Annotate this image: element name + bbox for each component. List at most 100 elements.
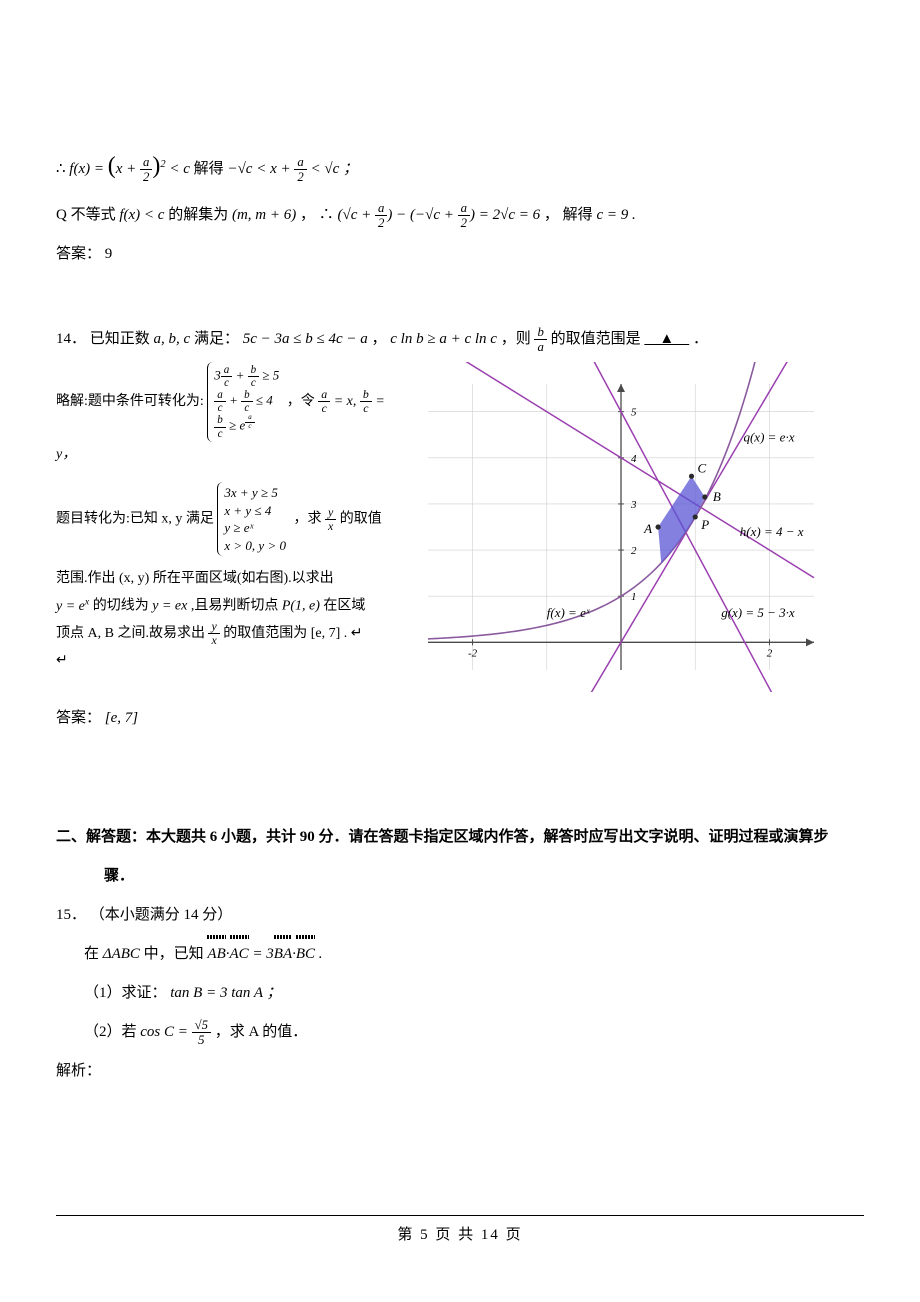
p14-answer-label: 答案：: [56, 710, 101, 726]
p15-pre: 在: [84, 946, 103, 962]
p15-part2-cos: cos C = √55: [140, 1024, 211, 1040]
p14-vars: a, b, c: [154, 331, 191, 347]
p14-system2: 3x + y ≥ 5 x + y ≤ 4 y ≥ eˣ x > 0, y > 0: [217, 482, 290, 556]
sol13-line1: ∴ f(x) = (x + a2)2 < c 解得 −√c < x + a2 <…: [56, 140, 864, 193]
footer-pre: 第: [397, 1227, 414, 1243]
sol13-result: c = 9 .: [596, 207, 635, 223]
section2-heading: 二、解答题：本大题共 6 小题，共计 90 分．请在答题卡指定区域内作答，解答时…: [56, 821, 864, 854]
sol13-txt1: 的解集为: [168, 207, 232, 223]
svg-text:2: 2: [631, 545, 637, 557]
svg-text:A: A: [643, 521, 652, 536]
graph-svg: -2 2 1 2 3 4 5 A BC Pf(x) = eˣ g(x) = 5 − 3·x h(x) …: [406, 362, 836, 692]
footer-current: 5: [420, 1227, 430, 1243]
problem-14: 14． 已知正数 a, b, c 满足： 5c − 3a ≤ b ≤ 4c − …: [56, 323, 864, 735]
footer-total: 14: [481, 1227, 500, 1243]
p14-system1: 3ac + bc ≥ 5 ac + bc ≤ 4 bc ≥ eac: [207, 362, 283, 442]
svg-text:3: 3: [630, 499, 637, 511]
p15-sol-label: 解析：: [56, 1055, 864, 1088]
sol13-fxc: f(x) < c: [119, 207, 164, 223]
p14-mid1: 满足：: [194, 331, 239, 347]
p14-sol-label2: 题目转化为:已知 x, y 满足: [56, 512, 214, 527]
sys1-r1: 3ac + bc ≥ 5: [214, 364, 279, 389]
sys2-r3: y ≥ eˣ: [224, 519, 286, 537]
svg-text:g(x) = 5 − 3·x: g(x) = 5 − 3·x: [721, 605, 795, 620]
svg-text:P: P: [700, 517, 709, 532]
sys2-r4: x > 0, y > 0: [224, 537, 286, 555]
p14-solution-row: 略解:题中条件可转化为: 3ac + bc ≥ 5 ac + bc ≤ 4 bc…: [56, 362, 864, 692]
p14-yx: yx: [325, 506, 336, 533]
p14-sol-mid2: 的取值: [340, 512, 382, 527]
svg-text:4: 4: [631, 453, 637, 465]
p14-yx2: yx: [208, 620, 219, 647]
svg-text:q(x) = e·x: q(x) = e·x: [743, 429, 794, 444]
sol13-ineq: −√c < x + a2 < √c ；: [227, 161, 358, 177]
sol13-txt2: ， 解得: [544, 207, 597, 223]
p14-sep1: ，: [372, 331, 387, 347]
p15-part2-label: （2）若: [84, 1024, 140, 1040]
q-symbol: Q 不等式: [56, 207, 119, 223]
p14-sol-block2: 题目转化为:已知 x, y 满足 3x + y ≥ 5 x + y ≤ 4 y …: [56, 482, 396, 556]
p15-mid: 中，已知: [144, 946, 208, 962]
section2-heading-line1: 二、解答题：本大题共 6 小题，共计 90 分．请在答题卡指定区域内作答，解答时…: [56, 829, 829, 845]
answer-value: 9: [105, 246, 113, 262]
p14-stem: 14． 已知正数 a, b, c 满足： 5c − 3a ≤ b ≤ 4c − …: [56, 323, 864, 356]
sol13-fx-expr: f(x) = (x + a2)2 < c: [69, 161, 193, 177]
svg-text:h(x) = 4 − x: h(x) = 4 − x: [740, 524, 804, 539]
p14-pre: 已知正数: [90, 331, 154, 347]
sol13-answer: 答案： 9: [56, 238, 864, 271]
sol13-sep: ， ∴: [300, 207, 334, 223]
p14-period: ．: [693, 331, 708, 347]
sys2-r2: x + y ≤ 4: [224, 502, 286, 520]
p15-vec-eq: AB·AC = 3BA·BC .: [207, 946, 322, 962]
svg-text:C: C: [698, 460, 707, 475]
p15-score: （本小题满分 14 分）: [90, 907, 233, 923]
p15-part1-label: （1）求证：: [84, 985, 167, 1001]
p14-p3a: 范围.作出 (x, y) 所在平面区域(如右图).以求出: [56, 566, 396, 593]
p14-p3b: y = ex 的切线为 y = ex ,且易判断切点 P(1, e) 在区域: [56, 593, 396, 620]
p14-cond1: 5c − 3a ≤ b ≤ 4c − a: [243, 331, 368, 347]
p15-stem: 在 ΔABC 中，已知 AB·AC = 3BA·BC .: [56, 938, 864, 971]
p14-graph: -2 2 1 2 3 4 5 A BC Pf(x) = eˣ g(x) = 5 − 3·x h(x) …: [406, 362, 836, 692]
footer-rule: [56, 1215, 864, 1216]
p14-blank: ▲: [644, 331, 689, 347]
p15-number: 15．: [56, 907, 86, 923]
p15-part2: （2）若 cos C = √55 ，求 A 的值．: [56, 1016, 864, 1049]
footer-mid: 页 共: [435, 1227, 475, 1243]
sys1-r2: ac + bc ≤ 4: [214, 389, 279, 414]
p14-sol-mid: ，求: [293, 512, 325, 527]
p14-p3c-pre: 顶点 A, B 之间.故易求出: [56, 626, 208, 641]
p14-answer: 答案： [e, 7]: [56, 702, 864, 735]
p14-p3c: 顶点 A, B 之间.故易求出 yx 的取值范围为 [e, 7] . ↵: [56, 620, 396, 647]
p14-number: 14．: [56, 331, 86, 347]
therefore-symbol: ∴: [56, 161, 69, 177]
problem-15: 15． （本小题满分 14 分） 在 ΔABC 中，已知 AB·AC = 3BA…: [56, 899, 864, 1088]
page-root: ∴ f(x) = (x + a2)2 < c 解得 −√c < x + a2 <…: [0, 0, 920, 1302]
p14-p3c2: 的取值范围为 [e, 7] . ↵: [223, 626, 362, 641]
sol13-calc: (√c + a2) − (−√c + a2) = 2√c = 6: [338, 207, 541, 223]
footer-suf: 页: [506, 1227, 523, 1243]
p14-cond2: c ln b ≥ a + c ln c: [390, 331, 497, 347]
p14-mid2: ，则: [501, 331, 535, 347]
p14-ratio: ba: [534, 325, 546, 354]
svg-text:5: 5: [631, 406, 637, 418]
p14-sol-block1: 略解:题中条件可转化为: 3ac + bc ≥ 5 ac + bc ≤ 4 bc…: [56, 362, 396, 468]
p14-let-pre: ，令: [287, 394, 319, 409]
p14-sol-label1: 略解:题中条件可转化为:: [56, 394, 204, 409]
section2-heading-cont: 骤．: [56, 860, 864, 893]
svg-text:B: B: [713, 489, 721, 504]
problem-13-solution: ∴ f(x) = (x + a2)2 < c 解得 −√c < x + a2 <…: [56, 140, 864, 271]
svg-text:2: 2: [767, 647, 773, 659]
svg-text:f(x) = eˣ: f(x) = eˣ: [547, 605, 590, 620]
svg-text:-2: -2: [468, 647, 478, 659]
p15-triangle: ΔABC: [103, 946, 140, 962]
p15-part2-mid: ，求 A 的值．: [215, 1024, 308, 1040]
svg-text:1: 1: [631, 591, 637, 603]
answer-label: 答案：: [56, 246, 101, 262]
p14-answer-val: [e, 7]: [105, 710, 138, 726]
p15-header: 15． （本小题满分 14 分）: [56, 899, 864, 932]
sol13-interval: (m, m + 6): [232, 207, 296, 223]
sol13-line2: Q 不等式 f(x) < c 的解集为 (m, m + 6) ， ∴ (√c +…: [56, 199, 864, 232]
p14-end: 的取值范围是: [551, 331, 641, 347]
p15-part1-eq: tan B = 3 tan A ；: [170, 985, 281, 1001]
p14-retmark: ↵: [56, 648, 396, 675]
